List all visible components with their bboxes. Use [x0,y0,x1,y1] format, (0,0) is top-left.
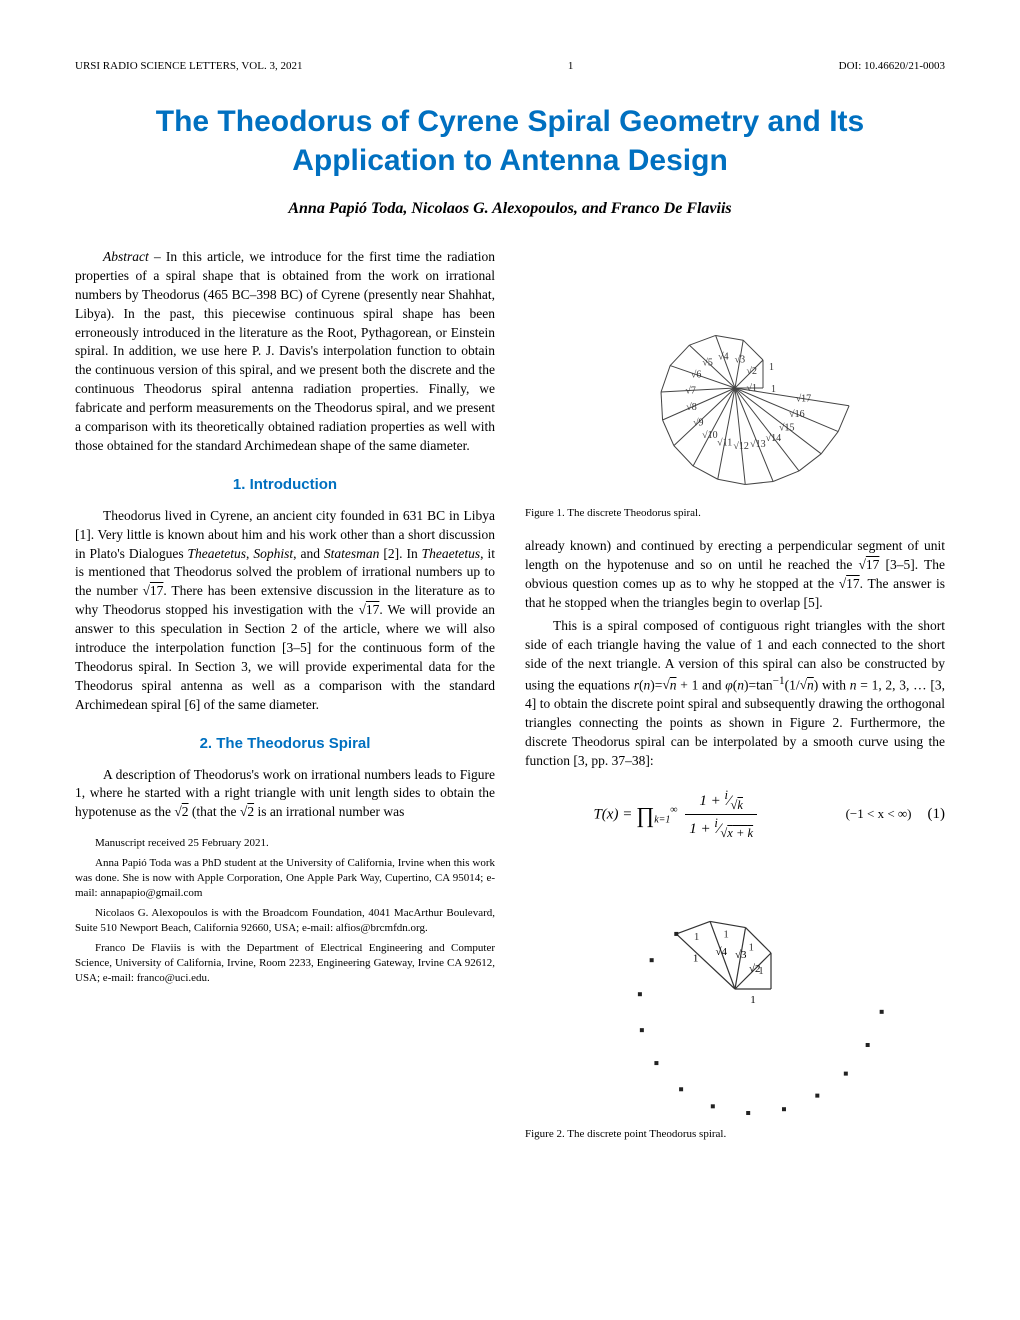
svg-text:1: 1 [723,928,729,940]
svg-text:√3: √3 [735,949,747,961]
equation-1-body: T(x) = ∏k=1∞ 1 + i⁄√k 1 + i⁄√x + k [525,787,826,843]
svg-text:√17: √17 [796,394,812,405]
svg-text:1: 1 [750,994,756,1006]
page-header: URSI RADIO SCIENCE LETTERS, VOL. 3, 2021… [75,60,945,72]
svg-text:√3: √3 [735,354,746,365]
col2-paragraph-1: already known) and continued by erecting… [525,537,945,613]
svg-text:√10: √10 [702,430,718,441]
figure-1: 1 1 √1 √2√3 √4 √5√6 √7 √8 √9√10√11√12√13√14√15 √1… [525,258,945,521]
equation-1: T(x) = ∏k=1∞ 1 + i⁄√k 1 + i⁄√x + k (−1 <… [525,787,945,843]
svg-text:√4: √4 [718,351,729,362]
figure-2-svg: 111111√2√3√4 [555,859,915,1119]
svg-text:√5: √5 [702,357,713,368]
abstract: Abstract – In this article, we introduce… [75,248,495,456]
svg-text:√9: √9 [693,418,704,429]
svg-text:1: 1 [769,362,774,373]
figure-1-svg: 1 1 √1 √2√3 √4 √5√6 √7 √8 √9√10√11√12√13√14√15 √1… [535,258,935,498]
svg-text:√11: √11 [717,438,732,449]
svg-text:√16: √16 [789,409,805,420]
svg-text:√2: √2 [747,366,758,377]
svg-text:√12: √12 [733,441,749,452]
abstract-label: Abstract [103,249,149,264]
svg-text:√8: √8 [686,402,697,413]
manuscript-note: Manuscript received 25 February 2021. [75,836,495,851]
author-note-2: Nicolaos G. Alexopoulos is with the Broa… [75,906,495,937]
svg-text:1: 1 [748,941,754,953]
figure-2: 111111√2√3√4 Figure 2. The discrete poin… [525,859,945,1142]
svg-text:√2: √2 [749,963,761,975]
header-page-number: 1 [568,60,574,72]
equation-1-range: (−1 < x < ∞) [846,805,912,823]
paper-title: The Theodorus of Cyrene Spiral Geometry … [75,102,945,180]
svg-text:√4: √4 [716,945,728,957]
header-left: URSI RADIO SCIENCE LETTERS, VOL. 3, 2021 [75,60,302,72]
intro-paragraph-1: Theodorus lived in Cyrene, an ancient ci… [75,507,495,715]
svg-text:√14: √14 [766,433,782,444]
svg-text:√7: √7 [685,385,696,396]
theodorus-spiral-heading: 2. The Theodorus Spiral [75,733,495,754]
author-list: Anna Papió Toda, Nicolaos G. Alexopoulos… [75,200,945,218]
col2-paragraph-2: This is a spiral composed of contiguous … [525,617,945,771]
svg-text:1: 1 [694,931,700,943]
author-note-1: Anna Papió Toda was a PhD student at the… [75,856,495,902]
author-note-3: Franco De Flaviis is with the Department… [75,941,495,987]
right-column: 11√1√2√3√4√5√6√7√8√9√10√11√12√13√14√15√1… [525,248,945,1158]
svg-text:√15: √15 [779,422,795,433]
svg-text:1: 1 [693,952,699,964]
left-column: Abstract – In this article, we introduce… [75,248,495,1158]
svg-text:√6: √6 [691,370,702,381]
svg-text:√1: √1 [747,383,758,394]
theodorus-paragraph-1: A description of Theodorus's work on irr… [75,766,495,823]
figure-1-caption: Figure 1. The discrete Theodorus spiral. [525,506,945,521]
equation-1-number: (1) [928,804,946,825]
header-doi: DOI: 10.46620/21-0003 [839,60,945,72]
two-column-layout: Abstract – In this article, we introduce… [75,248,945,1158]
abstract-text: In this article, we introduce for the fi… [75,249,495,453]
figure-2-caption: Figure 2. The discrete point Theodorus s… [525,1127,945,1142]
introduction-heading: 1. Introduction [75,474,495,495]
svg-text:1: 1 [771,384,776,395]
svg-text:√13: √13 [750,439,766,450]
